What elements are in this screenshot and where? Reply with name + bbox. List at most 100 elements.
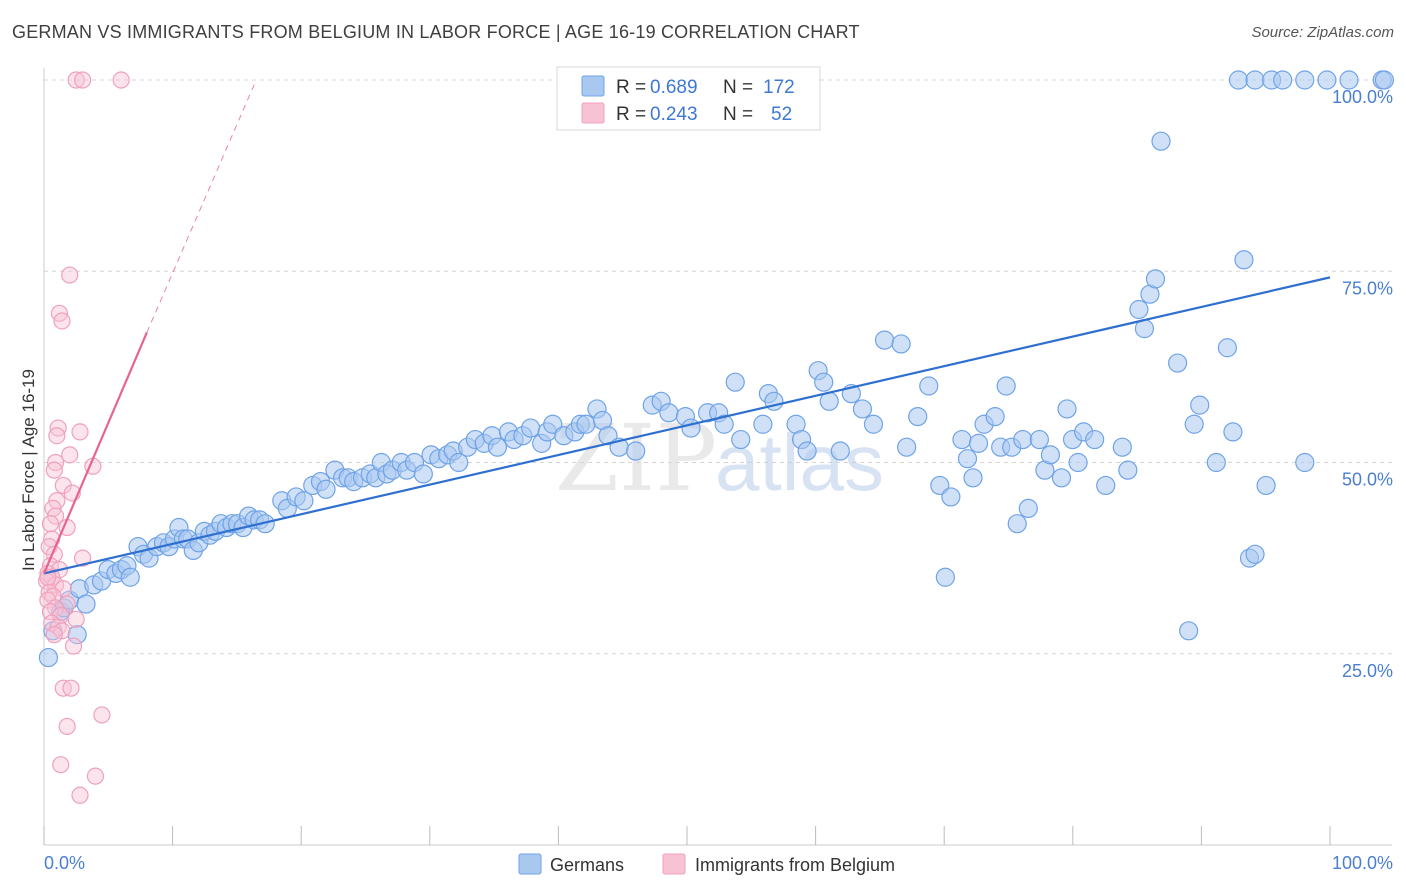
- y-tick-label: 75.0%: [1342, 278, 1393, 298]
- belgium-trend-line: [42, 332, 148, 574]
- belgium-point: [73, 71, 92, 89]
- bottom-legend-belgium-swatch: [662, 853, 686, 875]
- belgium-point: [71, 423, 89, 441]
- germans-point: [626, 441, 646, 461]
- germans-point: [852, 399, 873, 419]
- belgium-trend-extension: [146, 79, 257, 333]
- germans-point: [681, 418, 701, 438]
- germans-point: [1217, 338, 1237, 358]
- germans-point: [919, 376, 939, 396]
- germans-point: [957, 449, 978, 469]
- germans-point: [1068, 452, 1088, 473]
- x-tick-labels: 0.0% 100.0%: [44, 853, 1393, 873]
- legend-germans-swatch: [581, 75, 605, 97]
- belgium-point: [45, 461, 63, 479]
- germans-point: [1295, 70, 1315, 90]
- germans-point: [725, 372, 745, 392]
- germans-point: [968, 433, 989, 453]
- germans-point: [1007, 514, 1027, 534]
- chart-title: GERMAN VS IMMIGRANTS FROM BELGIUM IN LAB…: [12, 22, 860, 42]
- bottom-legend-germans-swatch: [518, 853, 542, 875]
- belgium-point: [48, 427, 66, 445]
- germans-point: [38, 647, 59, 668]
- germans-point: [1013, 429, 1033, 450]
- germans-point: [316, 479, 336, 499]
- germans-point: [1151, 131, 1171, 151]
- grid-lines: [44, 79, 1392, 655]
- x-tick-label: 0.0%: [44, 853, 85, 873]
- germans-point: [1051, 468, 1072, 488]
- germans-point: [1273, 70, 1293, 90]
- germans-point: [1029, 429, 1049, 450]
- legend-germans-r-value: 0.689: [650, 77, 698, 98]
- germans-point: [120, 567, 140, 587]
- germans-point: [1085, 429, 1105, 450]
- belgium-point: [73, 549, 92, 567]
- y-tick-label: 100.0%: [1332, 87, 1393, 107]
- belgium-point: [93, 706, 111, 724]
- bottom-legend-belgium-label: Immigrants from Belgium: [695, 855, 895, 875]
- legend: R = 0.689 N = 172 R = 0.243 N = 52: [556, 66, 821, 131]
- belgium-point: [67, 71, 85, 89]
- belgium-point: [61, 266, 79, 284]
- legend-belgium-r-value: 0.243: [650, 104, 698, 125]
- germans-point: [935, 567, 955, 587]
- belgium-point: [86, 767, 105, 785]
- germans-point: [1118, 460, 1138, 480]
- germans-point: [1129, 299, 1149, 320]
- germans-point: [67, 625, 87, 645]
- y-tick-label: 25.0%: [1342, 661, 1393, 681]
- germans-point: [985, 407, 1005, 427]
- belgium-point: [112, 71, 130, 89]
- germans-point: [1190, 395, 1210, 415]
- germans-point: [1234, 250, 1254, 270]
- germans-point: [1112, 437, 1132, 457]
- belgium-point: [67, 610, 85, 628]
- germans-point: [1245, 544, 1265, 564]
- germans-point: [659, 403, 679, 423]
- germans-point: [413, 464, 433, 484]
- germans-point: [714, 414, 734, 434]
- germans-point: [1295, 452, 1315, 473]
- belgium-point: [45, 626, 63, 644]
- germans-point: [731, 429, 751, 450]
- germans-point: [863, 414, 884, 434]
- belgium-point: [62, 679, 80, 697]
- germans-point: [891, 334, 911, 354]
- belgium-point: [58, 717, 76, 736]
- germans-point: [874, 330, 895, 350]
- germans-point: [952, 429, 972, 450]
- belgium-point: [53, 312, 71, 330]
- germans-point: [830, 441, 850, 461]
- bottom-legend: Germans Immigrants from Belgium: [518, 853, 895, 875]
- germans-point: [1168, 353, 1188, 373]
- germans-point: [1374, 70, 1395, 90]
- legend-belgium-n-value: 52: [771, 104, 792, 125]
- germans-point: [897, 437, 917, 457]
- germans-trend-line: [43, 276, 1331, 575]
- germans-point: [963, 468, 983, 488]
- legend-belgium-r-label: R =: [616, 104, 646, 125]
- legend-belgium-swatch: [581, 102, 605, 124]
- germans-points: [38, 70, 1395, 668]
- y-tick-labels: 25.0% 50.0% 75.0% 100.0%: [1332, 87, 1393, 681]
- germans-point: [814, 372, 834, 392]
- germans-point: [1184, 414, 1204, 434]
- belgium-point: [64, 637, 83, 655]
- germans-point: [1179, 621, 1199, 641]
- germans-point: [449, 452, 469, 473]
- germans-point: [1339, 70, 1359, 90]
- belgium-point: [41, 515, 60, 533]
- y-tick-label: 50.0%: [1342, 470, 1393, 490]
- belgium-point: [71, 786, 89, 804]
- germans-point: [908, 407, 928, 427]
- legend-belgium-n-label: N =: [723, 104, 753, 125]
- germans-point: [1223, 422, 1243, 442]
- germans-point: [941, 487, 961, 507]
- germans-point: [1228, 70, 1249, 90]
- germans-point: [1145, 269, 1166, 289]
- belgium-point: [52, 756, 70, 774]
- belgium-points: [37, 71, 130, 804]
- y-axis-label: In Labor Force | Age 16-19: [19, 369, 38, 571]
- source-label: Source: ZipAtlas.com: [1251, 24, 1394, 41]
